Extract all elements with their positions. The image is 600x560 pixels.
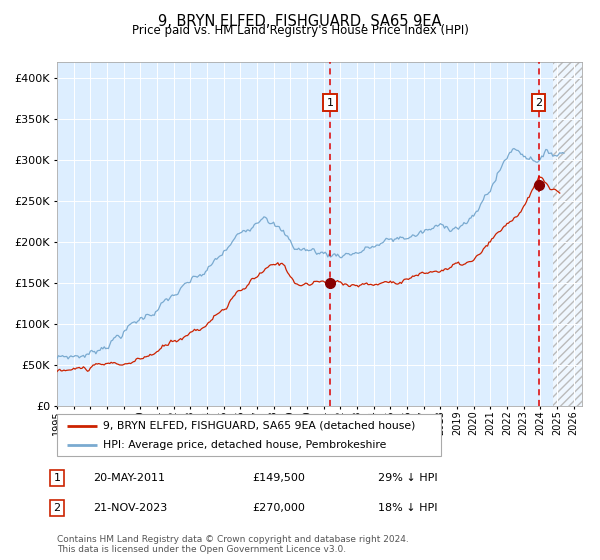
Text: HPI: Average price, detached house, Pembrokeshire: HPI: Average price, detached house, Pemb…: [103, 440, 386, 450]
Text: Price paid vs. HM Land Registry's House Price Index (HPI): Price paid vs. HM Land Registry's House …: [131, 24, 469, 37]
Text: £270,000: £270,000: [252, 503, 305, 513]
Text: 1: 1: [53, 473, 61, 483]
Text: 20-MAY-2011: 20-MAY-2011: [93, 473, 165, 483]
Text: 18% ↓ HPI: 18% ↓ HPI: [378, 503, 437, 513]
Text: 21-NOV-2023: 21-NOV-2023: [93, 503, 167, 513]
Text: 9, BRYN ELFED, FISHGUARD, SA65 9EA (detached house): 9, BRYN ELFED, FISHGUARD, SA65 9EA (deta…: [103, 421, 415, 431]
Text: 1: 1: [326, 97, 334, 108]
Text: 2: 2: [53, 503, 61, 513]
Text: 29% ↓ HPI: 29% ↓ HPI: [378, 473, 437, 483]
Text: Contains HM Land Registry data © Crown copyright and database right 2024.
This d: Contains HM Land Registry data © Crown c…: [57, 535, 409, 554]
Text: 2: 2: [535, 97, 542, 108]
Text: £149,500: £149,500: [252, 473, 305, 483]
Text: 9, BRYN ELFED, FISHGUARD, SA65 9EA: 9, BRYN ELFED, FISHGUARD, SA65 9EA: [158, 14, 442, 29]
